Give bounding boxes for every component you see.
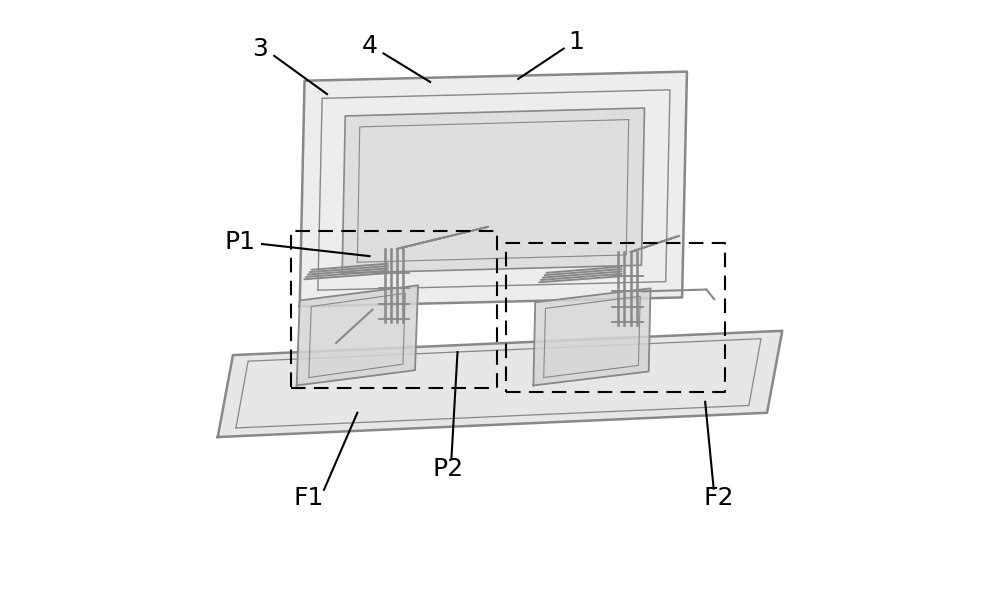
Polygon shape bbox=[297, 285, 418, 385]
Text: F1: F1 bbox=[294, 486, 324, 510]
Text: F2: F2 bbox=[703, 486, 734, 510]
Text: 4: 4 bbox=[361, 33, 377, 58]
Text: P1: P1 bbox=[225, 229, 256, 254]
Text: 1: 1 bbox=[568, 30, 584, 55]
Polygon shape bbox=[300, 72, 687, 307]
Polygon shape bbox=[218, 331, 782, 437]
Text: P2: P2 bbox=[433, 456, 464, 481]
Polygon shape bbox=[342, 108, 644, 273]
Text: 3: 3 bbox=[252, 36, 268, 61]
Polygon shape bbox=[533, 288, 651, 385]
